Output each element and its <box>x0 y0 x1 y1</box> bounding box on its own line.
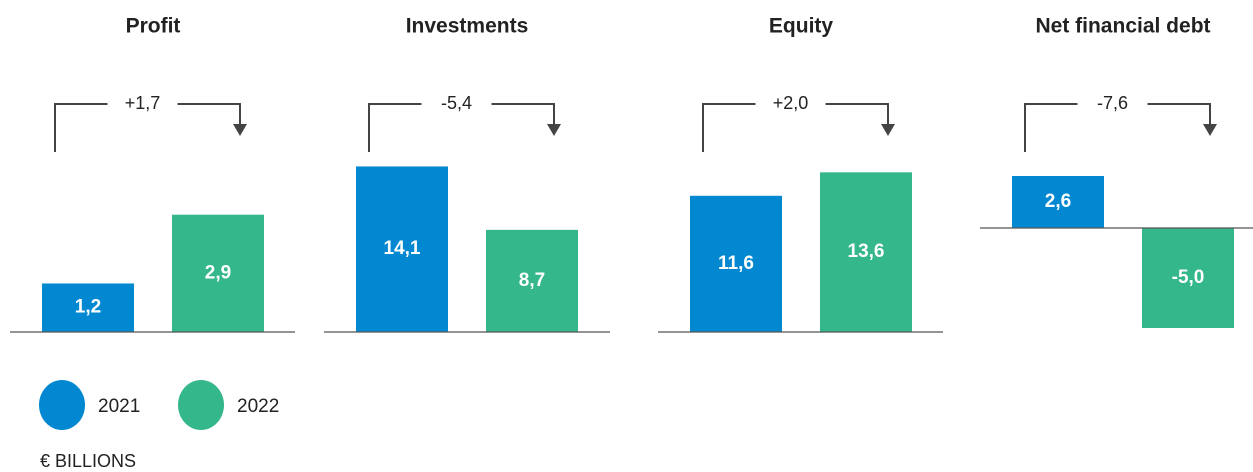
change-label: -5,4 <box>441 93 472 113</box>
bracket <box>368 103 555 152</box>
chart-title: Investments <box>406 15 529 38</box>
bracket <box>1024 103 1211 152</box>
arrow-head <box>1203 124 1217 136</box>
value-label: 11,6 <box>718 253 754 274</box>
value-label: 2,6 <box>1045 191 1071 212</box>
legend-label: 2022 <box>237 396 279 417</box>
chart-title: Equity <box>769 15 833 38</box>
bar <box>486 229 578 332</box>
value-label: 14,1 <box>384 238 421 259</box>
bar <box>172 214 264 332</box>
change-label: +2,0 <box>773 93 809 113</box>
arrow-head <box>881 124 895 136</box>
value-label: -5,0 <box>1172 267 1205 288</box>
legend-swatch <box>178 380 224 430</box>
legend-swatch <box>39 380 85 430</box>
value-label: 1,2 <box>75 297 101 318</box>
unit-note: € BILLIONS <box>40 451 136 471</box>
legend-label: 2021 <box>98 396 140 417</box>
arrow-head <box>547 124 561 136</box>
bar <box>690 195 782 332</box>
change-label: -7,6 <box>1097 93 1128 113</box>
bar <box>1012 176 1104 228</box>
value-label: 2,9 <box>205 262 231 283</box>
value-label: 13,6 <box>848 241 885 262</box>
value-label: 8,7 <box>519 270 545 291</box>
bracket <box>54 103 241 152</box>
change-label: +1,7 <box>125 93 161 113</box>
bar <box>820 172 912 332</box>
chart-title: Net financial debt <box>1035 15 1210 38</box>
chart-title: Profit <box>126 15 181 38</box>
arrow-head <box>233 124 247 136</box>
bar <box>1142 228 1234 328</box>
bar <box>42 283 134 332</box>
bar <box>356 166 448 332</box>
bracket <box>702 103 889 152</box>
